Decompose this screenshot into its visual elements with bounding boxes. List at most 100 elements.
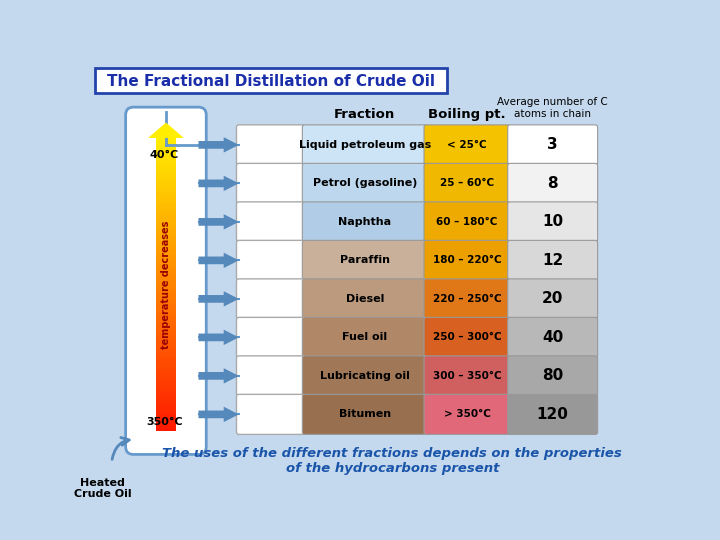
Bar — [156, 255, 176, 258]
Bar — [156, 407, 176, 409]
Bar — [156, 211, 176, 214]
FancyBboxPatch shape — [508, 356, 598, 396]
Bar — [156, 226, 176, 228]
Bar — [156, 143, 176, 145]
Bar — [156, 304, 176, 307]
Bar — [156, 387, 176, 390]
FancyBboxPatch shape — [508, 279, 598, 319]
Bar — [156, 409, 176, 412]
Bar — [156, 368, 176, 370]
Text: 120: 120 — [536, 407, 569, 422]
Bar — [156, 346, 176, 348]
FancyBboxPatch shape — [94, 68, 446, 92]
Bar — [156, 197, 176, 199]
Bar — [156, 366, 176, 368]
Bar — [156, 321, 176, 324]
FancyBboxPatch shape — [424, 279, 510, 319]
Text: 180 – 220°C: 180 – 220°C — [433, 255, 501, 265]
Polygon shape — [199, 368, 239, 383]
Bar — [156, 145, 176, 148]
Bar — [156, 380, 176, 382]
Bar — [156, 192, 176, 194]
FancyBboxPatch shape — [508, 318, 598, 357]
Text: 3: 3 — [547, 137, 558, 152]
Bar — [156, 238, 176, 241]
Bar — [156, 329, 176, 331]
Bar — [156, 427, 176, 429]
Bar — [156, 140, 176, 143]
FancyBboxPatch shape — [236, 356, 305, 396]
Bar — [156, 228, 176, 231]
Text: 8: 8 — [547, 176, 558, 191]
FancyBboxPatch shape — [508, 164, 598, 204]
Bar — [156, 219, 176, 221]
FancyBboxPatch shape — [302, 125, 427, 165]
Text: > 350°C: > 350°C — [444, 409, 490, 420]
Bar — [156, 209, 176, 211]
Bar — [156, 312, 176, 314]
Bar — [156, 258, 176, 260]
Bar — [156, 319, 176, 321]
Text: Petrol (gasoline): Petrol (gasoline) — [312, 178, 417, 188]
Bar — [156, 170, 176, 172]
Bar — [156, 429, 176, 431]
Bar — [156, 375, 176, 377]
FancyBboxPatch shape — [508, 202, 598, 242]
Bar — [156, 341, 176, 343]
Bar — [156, 297, 176, 299]
Bar — [156, 282, 176, 285]
Bar — [156, 275, 176, 278]
FancyBboxPatch shape — [236, 318, 305, 357]
Bar — [156, 233, 176, 236]
Bar — [156, 419, 176, 422]
Bar — [156, 190, 176, 192]
Bar — [156, 414, 176, 417]
Bar — [156, 214, 176, 216]
Bar — [156, 422, 176, 424]
Text: 250 – 300°C: 250 – 300°C — [433, 333, 501, 342]
Text: Heated
Crude Oil: Heated Crude Oil — [73, 477, 131, 499]
Bar — [156, 174, 176, 177]
Bar — [156, 204, 176, 206]
Text: Lubricating oil: Lubricating oil — [320, 371, 410, 381]
Bar — [156, 262, 176, 265]
FancyBboxPatch shape — [236, 279, 305, 319]
Polygon shape — [199, 330, 239, 345]
Bar — [156, 177, 176, 179]
Bar — [156, 138, 176, 140]
Bar — [156, 299, 176, 302]
FancyBboxPatch shape — [424, 356, 510, 396]
Bar — [156, 404, 176, 407]
Bar — [156, 224, 176, 226]
FancyBboxPatch shape — [508, 125, 598, 165]
Bar — [156, 278, 176, 280]
Bar — [156, 417, 176, 419]
Bar — [156, 153, 176, 155]
Polygon shape — [199, 137, 239, 153]
FancyBboxPatch shape — [302, 356, 427, 396]
Text: temperature decreases: temperature decreases — [161, 220, 171, 349]
Text: Fuel oil: Fuel oil — [342, 333, 387, 342]
Bar — [156, 390, 176, 392]
FancyBboxPatch shape — [424, 394, 510, 434]
Bar — [156, 385, 176, 387]
Bar — [156, 267, 176, 270]
Bar — [156, 314, 176, 316]
Bar — [156, 265, 176, 267]
Bar — [156, 184, 176, 187]
Text: Average number of C
atoms in chain: Average number of C atoms in chain — [498, 97, 608, 119]
Text: 20: 20 — [542, 292, 563, 306]
Text: Diesel: Diesel — [346, 294, 384, 304]
Bar — [156, 221, 176, 224]
Bar — [156, 165, 176, 167]
FancyBboxPatch shape — [424, 125, 510, 165]
Polygon shape — [199, 291, 239, 307]
Bar — [156, 253, 176, 255]
FancyBboxPatch shape — [236, 240, 305, 280]
FancyBboxPatch shape — [302, 202, 427, 242]
Bar — [156, 294, 176, 297]
Text: Liquid petroleum gas: Liquid petroleum gas — [299, 140, 431, 150]
Polygon shape — [199, 407, 239, 422]
Polygon shape — [148, 123, 184, 138]
Text: Bitumen: Bitumen — [338, 409, 391, 420]
